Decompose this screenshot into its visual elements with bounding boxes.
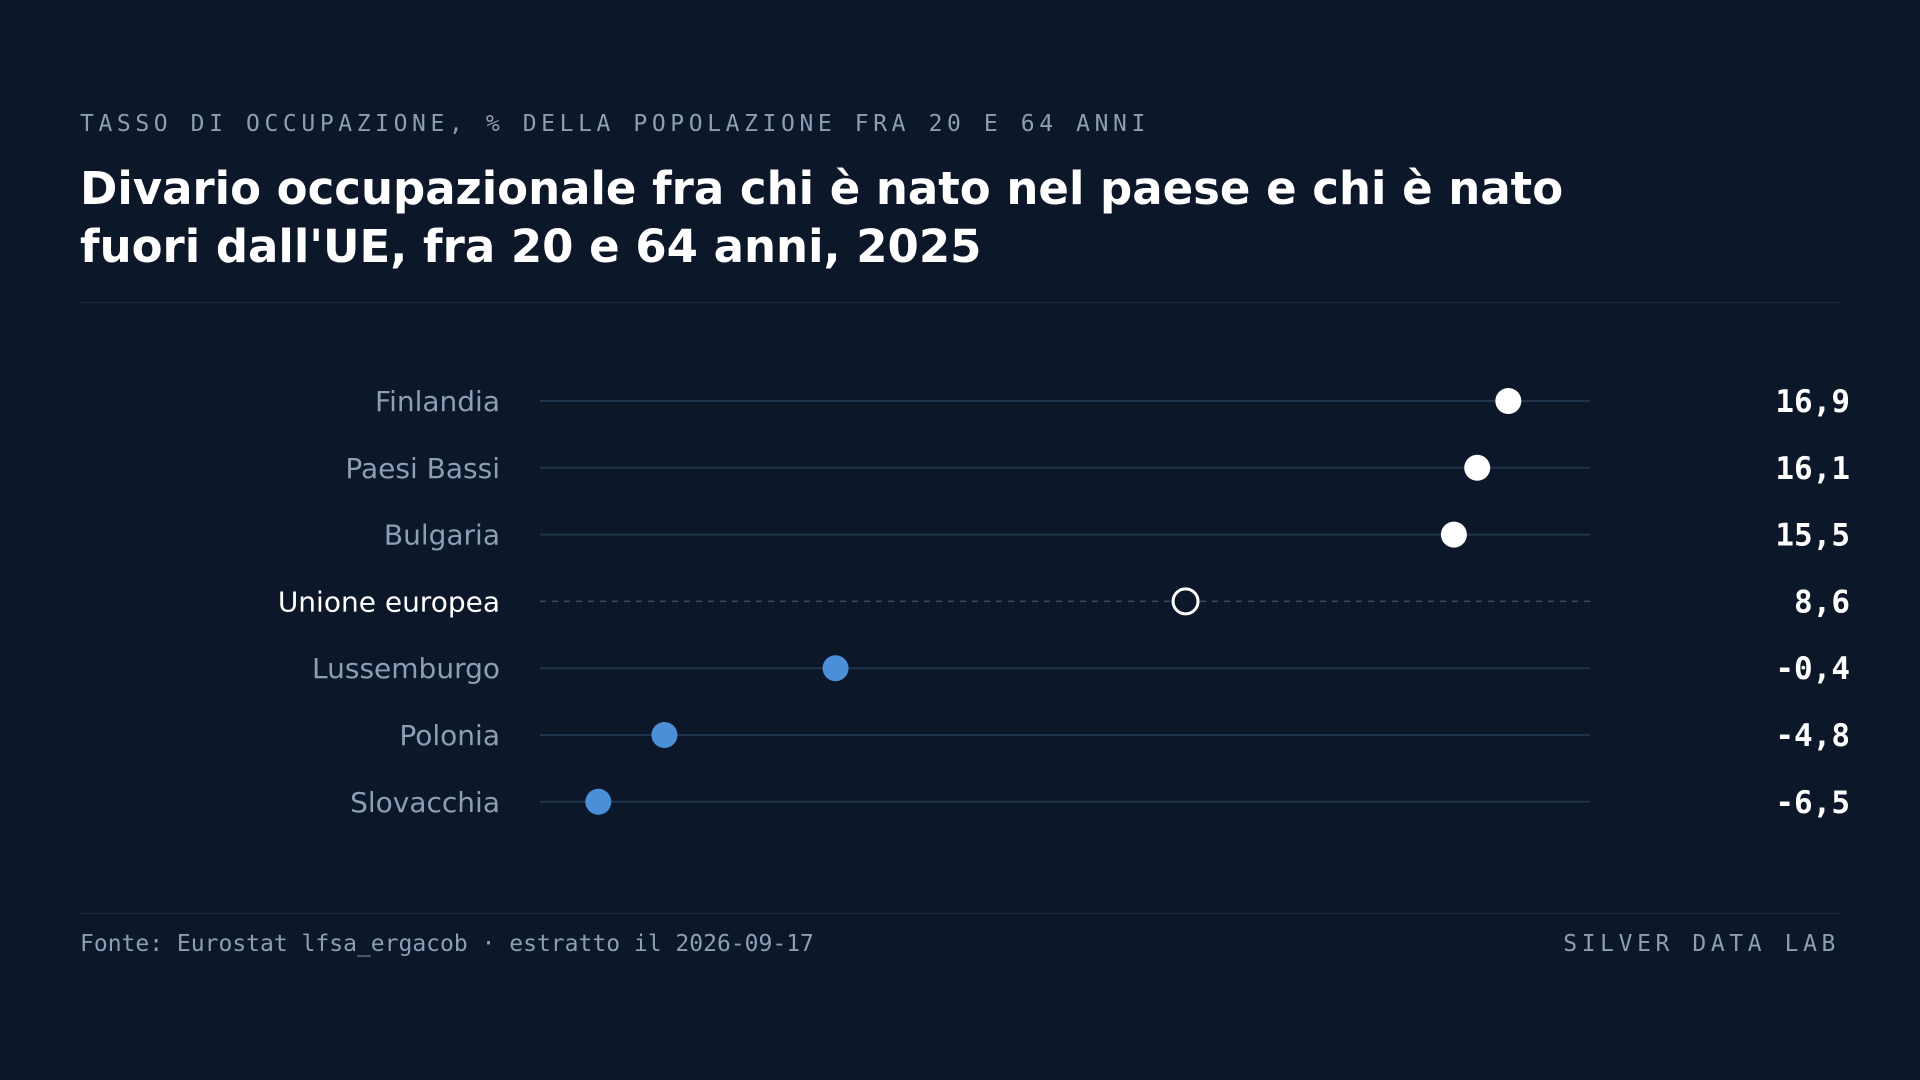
- category-label: Bulgaria: [384, 519, 500, 552]
- row-slovacchia: Slovacchia -6,5: [350, 785, 1850, 821]
- data-point: [585, 788, 612, 815]
- row-finlandia: Finlandia 16,9: [375, 384, 1850, 420]
- data-point: [1495, 388, 1522, 414]
- value-label: 16,1: [1775, 451, 1850, 487]
- data-point: [1440, 521, 1467, 548]
- chart-subtitle: TASSO DI OCCUPAZIONE, % DELLA POPOLAZION…: [80, 111, 1150, 137]
- chart-title: Divario occupazionale fra chi è nato nel…: [80, 162, 1564, 273]
- value-label: 8,6: [1794, 584, 1850, 620]
- value-label: -0,4: [1775, 651, 1850, 687]
- row-bulgaria: Bulgaria 15,5: [384, 518, 1850, 554]
- value-label: -6,5: [1775, 785, 1850, 821]
- category-label: Finlandia: [375, 385, 500, 418]
- value-label: 16,9: [1775, 384, 1850, 420]
- data-point: [651, 722, 678, 748]
- footer-divider: [80, 913, 1840, 914]
- row-polonia: Polonia -4,8: [399, 718, 1850, 754]
- source-note: Fonte: Eurostat lfsa_ergacob · estratto …: [80, 931, 814, 957]
- row-paesi-bassi: Paesi Bassi 16,1: [345, 451, 1850, 487]
- category-label: Lussemburgo: [312, 652, 500, 685]
- brand-label: SILVER DATA LAB: [1563, 931, 1840, 957]
- reference-dot: [1171, 587, 1200, 616]
- value-label: 15,5: [1775, 518, 1850, 554]
- row-unione-europea: Unione europea 8,6: [278, 584, 1850, 620]
- row-lussemburgo: Lussemburgo -0,4: [312, 651, 1850, 687]
- category-label: Polonia: [399, 719, 500, 752]
- header-divider: [80, 302, 1840, 303]
- data-point: [1464, 454, 1491, 481]
- category-label: Unione europea: [278, 585, 500, 618]
- value-label: -4,8: [1775, 718, 1850, 754]
- category-label: Slovacchia: [350, 786, 500, 819]
- data-point: [822, 655, 849, 682]
- category-label: Paesi Bassi: [345, 452, 500, 485]
